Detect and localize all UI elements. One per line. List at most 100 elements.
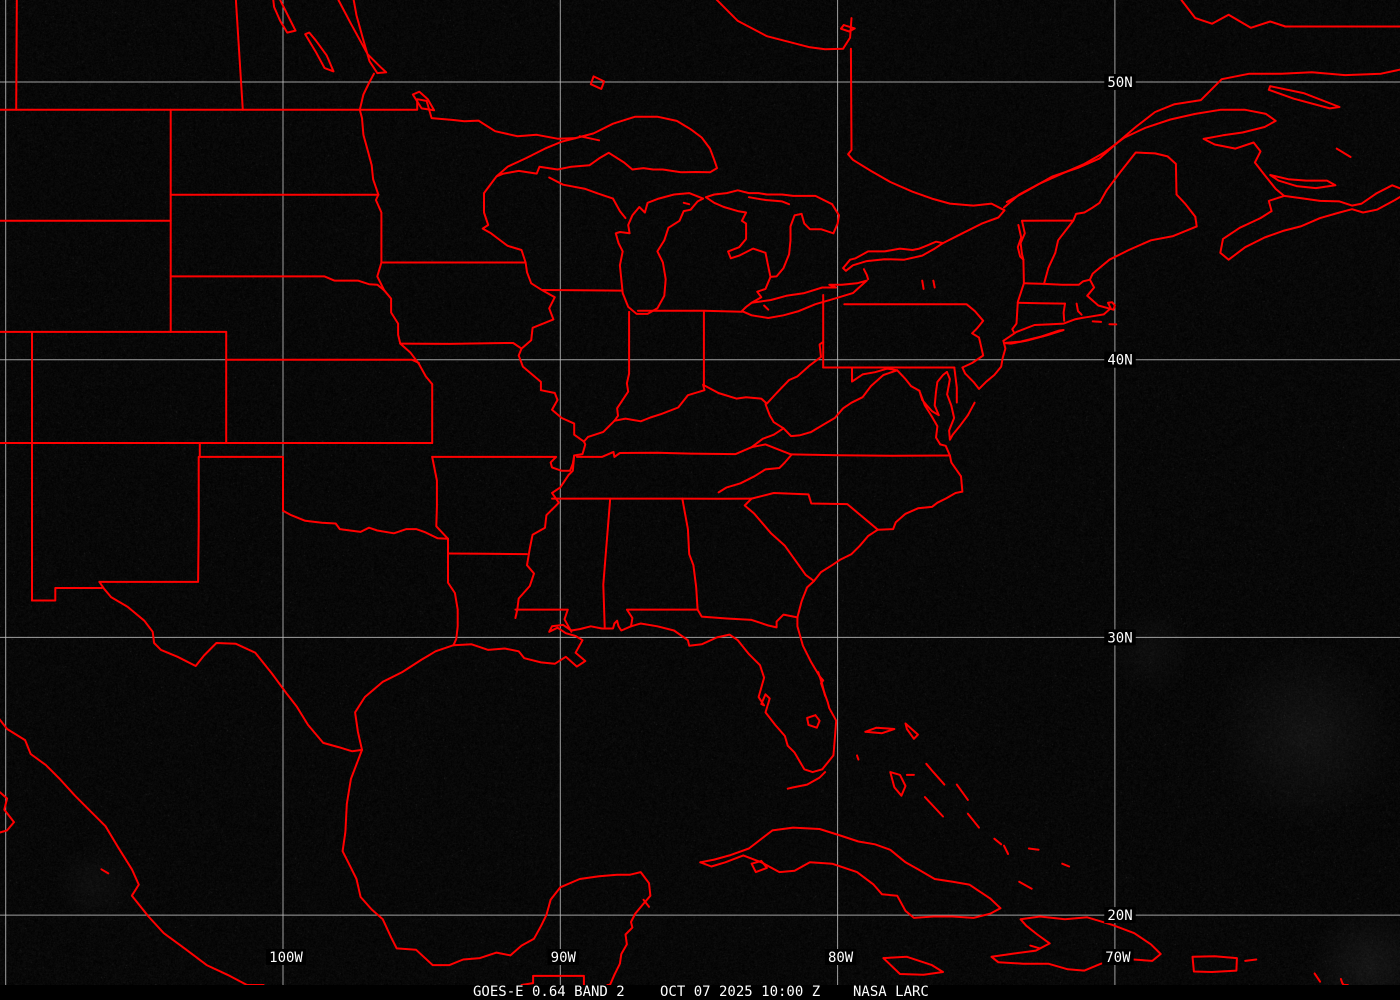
map-outline-ms-al-border — [602, 497, 612, 629]
map-outline-nc-tn-border — [717, 453, 793, 494]
map-outline-abaco — [904, 722, 919, 740]
map-outline-missouri-river-ne-ia — [383, 289, 402, 345]
map-outline-ri-ma-border — [1075, 302, 1083, 316]
lat-label-30N-bg — [1104, 629, 1136, 646]
map-outline-lake-of-the-woods — [411, 90, 436, 112]
map-outline-vt-nh-border — [1043, 219, 1075, 285]
map-outline-big-sandy-ky-wv — [764, 403, 785, 430]
map-outline-mississippi-river — [481, 175, 587, 619]
map-outline-prince-edward-island — [1269, 174, 1337, 190]
map-outline-red-river-nd-mn — [358, 108, 380, 196]
map-outline-manitoulin-south-shore — [747, 196, 791, 206]
map-outline-ky-tn-border — [575, 443, 792, 458]
lon-label-100W: 100W — [269, 950, 303, 966]
lon-label-100W-bg — [266, 949, 306, 965]
map-outline-andros — [889, 771, 907, 797]
caption-credit: NASA LARC — [853, 984, 929, 1000]
map-outline-mexico-guatemala-belize-borders — [520, 974, 585, 986]
map-outline-long-island — [1003, 329, 1065, 345]
map-outline-jamaica — [882, 955, 944, 976]
map-outline-lake-michigan — [614, 192, 705, 315]
map-outline-gulf-coast — [452, 619, 824, 774]
map-outline-ohio-river — [582, 340, 825, 443]
map-outline-alberta-sask-border — [15, 0, 18, 111]
map-outline-big-sioux-river — [376, 261, 386, 292]
map-outline-turks-caicos — [1061, 862, 1071, 868]
map-outline-florida-east-coast — [796, 616, 838, 771]
map-outline-chesapeake-bay-west — [918, 370, 948, 446]
lon-label-80W-bg — [824, 949, 857, 965]
map-outline-mn-sd-border — [374, 193, 383, 264]
map-outline-lake-ontario — [842, 240, 944, 272]
map-outline-cat-island — [955, 783, 969, 801]
map-outline-il-in-wabash — [613, 310, 631, 422]
map-outline-lake-superior — [495, 115, 718, 178]
map-outline-long-island-bahamas — [966, 812, 980, 829]
lat-label-20N: 20N — [1107, 908, 1132, 924]
map-outline-st-lawrence-north-shore — [1005, 68, 1400, 203]
map-outline-wi-mi-border — [548, 176, 627, 220]
map-outline-ia-mo-border — [399, 342, 523, 350]
map-outline-james-bay-coast — [716, 0, 853, 51]
map-outline-sask-manitoba-border — [234, 0, 244, 111]
map-outline-delaware-border — [953, 366, 958, 404]
map-outline-pelee-point — [763, 304, 770, 311]
map-outline-lake-erie — [740, 279, 868, 319]
map-outline-grand-bahama — [864, 726, 896, 735]
caption-instrument: GOES-E 0.64 BAND 2 — [473, 984, 625, 1000]
map-outline-fl-ga-border — [696, 608, 799, 629]
map-outline-florida-keys — [786, 771, 827, 790]
lon-label-70W: 70W — [1105, 950, 1131, 966]
map-outline-ri-ct-border — [1062, 302, 1066, 322]
map-outline-quebec-45n-border — [1021, 189, 1108, 222]
map-outline-crooked-island — [993, 837, 1003, 846]
map-outline-cozumel — [642, 898, 650, 908]
lon-label-70W-bg — [1102, 949, 1134, 965]
map-outline-puerto-rico — [1191, 955, 1238, 973]
map-outline-finger-lake-seneca — [921, 279, 925, 290]
map-outline-delmarva-coast — [945, 370, 976, 441]
map-outline-la-ms-border — [514, 608, 573, 633]
map-outline-isle-royale — [578, 135, 601, 142]
map-outline-indian-river-lagoon — [817, 671, 827, 697]
map-outline-wv-va-border — [750, 369, 899, 449]
map-outline-ne-ks-border — [225, 358, 420, 364]
map-outline-leeward-islands — [1313, 972, 1322, 983]
map-outline-isle-of-youth — [750, 859, 768, 874]
map-outline-nm-mexico-bootheel — [31, 587, 103, 602]
map-outline-red-river-manitoba — [358, 72, 375, 111]
map-outline-quebec-labrador-border — [1180, 0, 1400, 29]
lat-label-50N: 50N — [1107, 75, 1132, 91]
map-outline-ga-al-border — [681, 497, 699, 611]
map-outline-hispaniola — [990, 915, 1162, 972]
lon-label-80W: 80W — [828, 950, 854, 966]
map-outline-va-nc-border — [790, 453, 951, 457]
map-outline-lake-huron-georgian-bay — [704, 189, 840, 278]
lat-label-50N-bg — [1104, 74, 1136, 90]
caption-datetime: OCT 07 2025 10:00 Z — [660, 984, 821, 1000]
map-outline-il-wi-border — [541, 289, 623, 292]
map-outline-nm-tx-border — [98, 455, 200, 583]
map-outline-maine-coast — [1088, 215, 1198, 281]
map-outline-canada-us-49n-border — [0, 98, 577, 140]
map-outline-st-lawrence-south-shore-gaspe-nb — [1003, 108, 1286, 209]
map-outline-fl-al-border — [625, 608, 699, 628]
lat-label-40N: 40N — [1107, 353, 1132, 369]
caption-bar: GOES-E 0.64 BAND 2 OCT 07 2025 10:00 Z N… — [0, 985, 1400, 1000]
map-outline-mo-ar-border-bootheel — [431, 454, 576, 472]
map-outline-texas-coast — [354, 644, 455, 751]
map-outline-rio-grande — [98, 580, 363, 753]
map-outline-new-jersey-coast — [961, 339, 1007, 390]
map-outline-gonave-island — [1029, 944, 1041, 950]
map-outline-baja-california-tip — [0, 791, 15, 834]
lon-label-90W: 90W — [551, 950, 577, 966]
map-outline-nova-scotia — [1219, 184, 1400, 261]
map-outline-lake-champlain-east — [1019, 219, 1026, 261]
map-outline-lake-okeechobee — [806, 714, 821, 729]
map-outline-quebec-maine-nb-border — [1105, 151, 1197, 218]
map-outline-tx-la-sabine — [447, 537, 459, 647]
lat-label-30N: 30N — [1107, 630, 1132, 646]
map-outline-exuma-chain — [923, 796, 944, 818]
map-outline-virgin-islands — [1244, 958, 1258, 962]
